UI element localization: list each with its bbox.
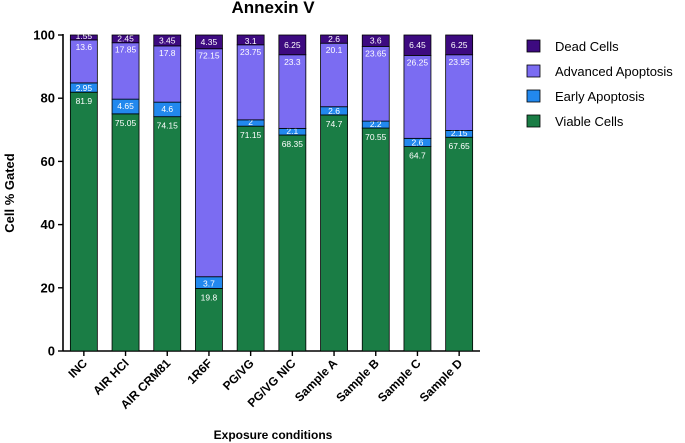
bar-segment <box>403 54 432 139</box>
bar-segment <box>320 34 348 44</box>
data-label: 67.65 <box>449 141 471 151</box>
data-label: 2.1 <box>286 126 298 136</box>
data-label: 2.6 <box>328 106 340 116</box>
data-label: 17.85 <box>115 45 137 55</box>
bar-segment <box>195 288 223 352</box>
x-tick-label: Sample B <box>333 356 382 405</box>
bar-segment <box>111 113 140 352</box>
data-label: 2.2 <box>370 119 382 129</box>
data-label: 75.05 <box>115 118 137 128</box>
data-label: 2 <box>248 117 253 127</box>
y-tick-label: 100 <box>33 28 55 43</box>
data-label: 23.3 <box>284 57 301 67</box>
bar-segment <box>278 54 307 129</box>
bar-segment <box>111 34 140 44</box>
y-tick-label: 40 <box>41 217 55 232</box>
x-tick-label: 1R6F <box>184 356 215 387</box>
bar-segment <box>361 127 390 352</box>
bars: 81.9 2.95 13.61.55 75.05 4.65 17.852.45 74.15 4… <box>69 31 474 352</box>
bar-segment <box>153 116 182 352</box>
bar-segment <box>153 34 182 47</box>
y-tick-label: 0 <box>48 344 55 359</box>
data-label: 23.65 <box>365 48 387 58</box>
legend-label: Early Apoptosis <box>555 89 645 104</box>
data-label: 23.95 <box>449 57 471 67</box>
bar-segment <box>236 44 265 121</box>
data-label: 68.35 <box>282 139 304 149</box>
bar-segment <box>69 39 98 84</box>
data-label: 23.75 <box>240 47 262 57</box>
data-label: 6.45 <box>409 40 426 50</box>
data-label: 4.65 <box>117 101 134 111</box>
bar-segment <box>445 34 474 56</box>
y-tick-label: 80 <box>41 91 55 106</box>
data-label: 4.6 <box>161 104 173 114</box>
legend-label: Advanced Apoptosis <box>555 64 673 79</box>
bar-segment <box>195 48 223 278</box>
data-label: 71.15 <box>240 130 262 140</box>
bar-segment <box>320 114 348 352</box>
data-label: 2.45 <box>117 34 134 44</box>
data-label: 1.55 <box>76 31 93 41</box>
legend-swatch <box>526 39 541 53</box>
bar-segment <box>403 34 432 56</box>
legend-swatch <box>526 114 541 128</box>
bar-segment <box>278 34 307 56</box>
x-tick-label: Sample A <box>292 356 340 404</box>
y-tick-label: 20 <box>41 280 55 295</box>
legend-label: Viable Cells <box>555 114 624 129</box>
bar-segment <box>69 34 98 41</box>
bar-segment <box>69 91 98 352</box>
data-label: 2.95 <box>76 83 93 93</box>
data-label: 72.15 <box>198 51 220 61</box>
x-tick-label: INC <box>65 356 90 381</box>
data-label: 2.6 <box>328 34 340 44</box>
bar-segment <box>320 42 348 108</box>
legend-swatch <box>526 89 541 103</box>
x-tick-label: AIR HCl <box>90 356 131 397</box>
data-label: 13.6 <box>76 42 93 52</box>
data-label: 17.8 <box>159 48 176 58</box>
bar-segment <box>153 45 182 103</box>
bar-segment <box>445 54 474 131</box>
bar-segment <box>195 34 223 50</box>
data-label: 2.6 <box>412 138 424 148</box>
legend: Dead Cells Advanced Apoptosis Early Apopto… <box>526 39 673 129</box>
data-label: 3.6 <box>370 36 382 46</box>
bar-segment <box>361 34 390 47</box>
data-label: 19.8 <box>201 292 218 302</box>
data-label: 3.7 <box>203 279 215 289</box>
data-label: 74.7 <box>326 119 343 129</box>
bar-segment <box>361 45 390 122</box>
y-tick-label: 60 <box>41 154 55 169</box>
data-label: 74.15 <box>157 121 179 131</box>
data-label: 3.45 <box>159 35 176 45</box>
data-label: 64.7 <box>409 151 426 161</box>
bar-segment <box>236 125 265 352</box>
x-axis-label: Exposure conditions <box>214 428 333 442</box>
x-tick-label: PG/VG <box>220 356 257 393</box>
bar-segment <box>403 146 432 352</box>
data-label: 70.55 <box>365 132 387 142</box>
data-label: 4.35 <box>201 37 218 47</box>
data-label: 20.1 <box>326 45 343 55</box>
bar-segment <box>236 34 265 46</box>
legend-label: Dead Cells <box>555 39 619 54</box>
bar-segment <box>445 136 474 352</box>
x-tick-label: Sample C <box>375 356 424 405</box>
bar-segment <box>278 134 307 352</box>
chart-title: Annexin V <box>231 0 315 17</box>
data-label: 26.25 <box>407 57 429 67</box>
data-label: 6.25 <box>284 40 301 50</box>
y-axis-label: Cell % Gated <box>2 153 17 233</box>
data-label: 6.25 <box>451 40 468 50</box>
data-label: 81.9 <box>76 96 93 106</box>
data-label: 3.1 <box>245 36 257 46</box>
x-tick-label: Sample D <box>417 356 466 405</box>
legend-swatch <box>526 64 541 78</box>
data-label: 2.15 <box>451 128 468 138</box>
